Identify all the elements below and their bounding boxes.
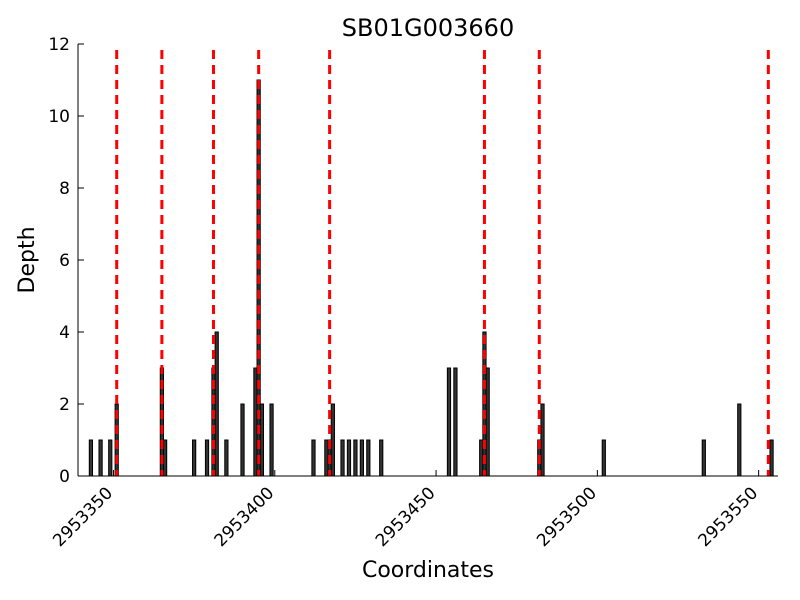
depth-bar (98, 439, 103, 477)
depth-bar (485, 367, 490, 477)
y-tick-label: 6 (59, 251, 70, 271)
depth-bar (240, 403, 245, 477)
depth-bar (311, 439, 316, 477)
depth-bar (346, 439, 352, 477)
depth-bar (701, 439, 706, 477)
depth-bar (340, 439, 345, 477)
depth-bar (192, 439, 197, 477)
depth-bar (224, 439, 229, 477)
depth-bar (88, 439, 94, 477)
x-tick-label: 2953450 (372, 483, 440, 551)
x-tick-label: 2953400 (211, 483, 279, 551)
depth-bar (540, 403, 545, 477)
y-tick-label: 8 (59, 179, 70, 199)
depth-bar (769, 439, 774, 477)
depth-bar (359, 439, 364, 477)
depth-bar (162, 439, 168, 477)
axes-layer (77, 44, 778, 477)
y-tick-label: 0 (59, 467, 70, 487)
x-axis-label: Coordinates (362, 558, 494, 583)
depth-bar (366, 439, 371, 477)
depth-bar (353, 439, 358, 477)
y-ticks: 0 2 4 6 8 10 12 (48, 35, 84, 487)
depth-bar (330, 403, 335, 477)
depth-bar (108, 439, 113, 477)
x-ticks: 2953350 2953400 2953450 2953500 2953550 (49, 470, 762, 551)
y-tick-label: 4 (59, 323, 70, 343)
y-tick-label: 12 (48, 35, 70, 55)
depth-bar (259, 403, 264, 477)
depth-bar (214, 331, 219, 477)
depth-bar (453, 367, 458, 477)
depth-bar (269, 403, 274, 477)
y-tick-label: 2 (59, 395, 70, 415)
y-tick-label: 10 (48, 107, 70, 127)
y-axis-label: Depth (15, 226, 40, 293)
depth-bar (737, 403, 742, 477)
depth-bar (379, 439, 384, 477)
depth-bar (446, 367, 452, 477)
bars-layer (88, 79, 774, 477)
markers-layer (115, 50, 770, 476)
x-tick-label: 2953350 (49, 483, 117, 551)
x-tick-label: 2953500 (533, 483, 601, 551)
depth-bar (601, 439, 606, 477)
x-tick-label: 2953550 (694, 483, 762, 551)
chart-title: SB01G003660 (342, 14, 514, 42)
depth-bar (204, 439, 210, 477)
